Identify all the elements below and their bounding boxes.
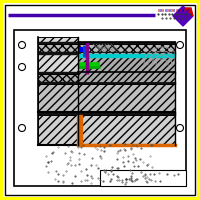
Polygon shape (185, 8, 193, 16)
Polygon shape (38, 74, 175, 82)
Polygon shape (78, 54, 175, 57)
Polygon shape (38, 132, 78, 145)
Polygon shape (78, 52, 175, 82)
Polygon shape (38, 37, 78, 52)
Polygon shape (38, 82, 175, 84)
Polygon shape (38, 84, 175, 112)
Polygon shape (38, 52, 175, 54)
Polygon shape (38, 44, 175, 52)
Polygon shape (77, 115, 82, 145)
Polygon shape (173, 6, 193, 26)
Polygon shape (38, 52, 78, 72)
Polygon shape (38, 112, 175, 115)
Polygon shape (38, 42, 175, 44)
Polygon shape (38, 72, 78, 112)
Polygon shape (14, 30, 186, 186)
Polygon shape (100, 170, 186, 186)
Polygon shape (38, 115, 175, 145)
Polygon shape (38, 72, 175, 74)
